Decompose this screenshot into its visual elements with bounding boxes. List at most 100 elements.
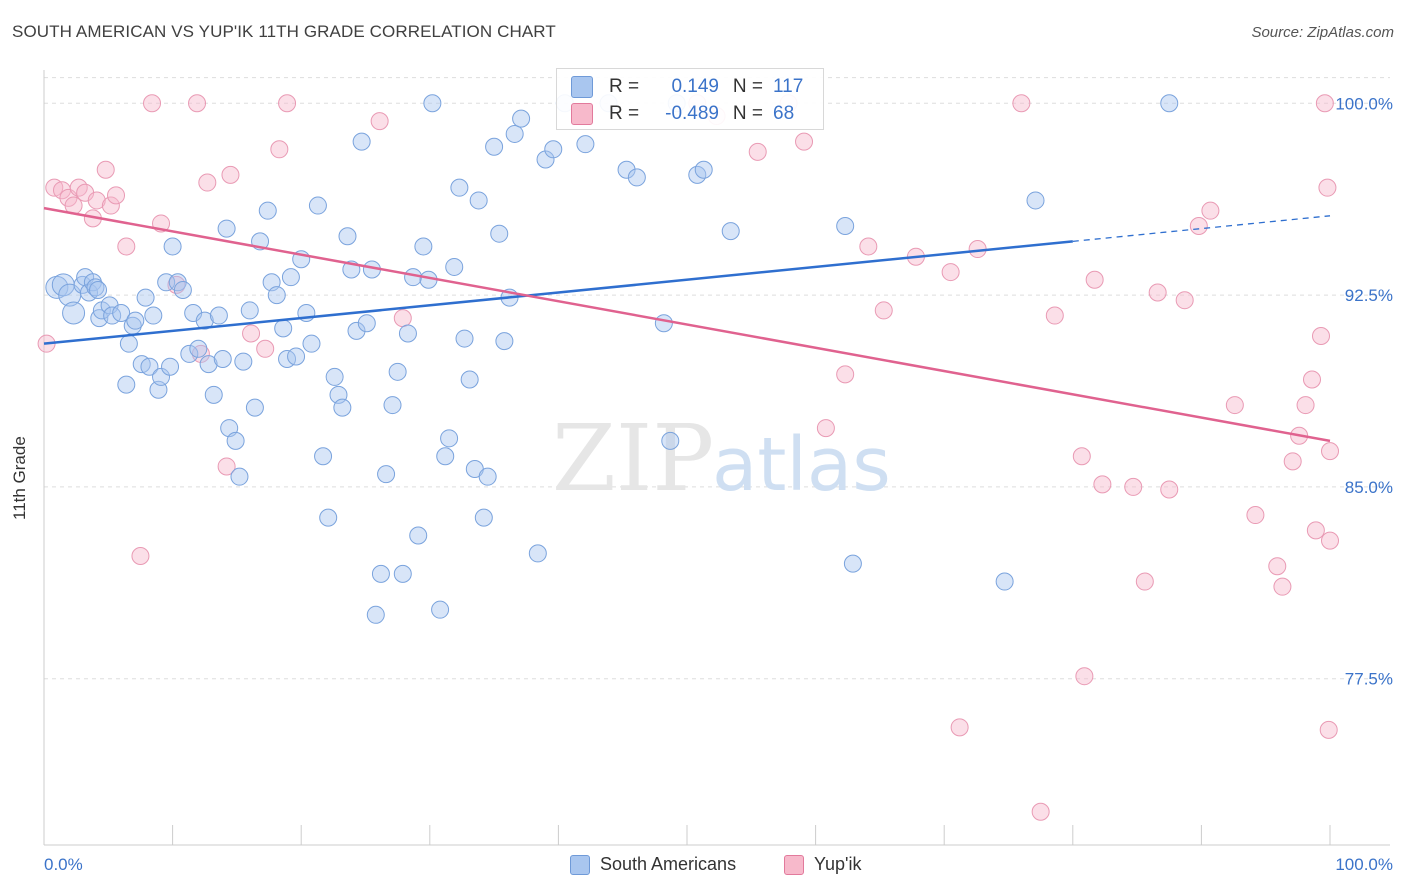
- south-americans-point: [576, 135, 595, 154]
- south-americans-point: [281, 268, 300, 287]
- yupik-point: [1189, 217, 1208, 236]
- south-americans-point: [302, 334, 321, 353]
- yupik-point: [1148, 283, 1167, 302]
- trend-lines: [43, 206, 1331, 443]
- yupik-point: [1311, 327, 1330, 346]
- south-americans-point: [490, 224, 509, 243]
- yupik-point: [1273, 577, 1292, 596]
- south-americans-point: [460, 370, 479, 389]
- south-americans-point: [234, 352, 253, 371]
- south-americans-point: [338, 227, 357, 246]
- yupik-trendline: [43, 206, 1331, 443]
- south-americans-point: [117, 375, 136, 394]
- south-americans-point: [240, 301, 259, 320]
- yupik-point: [117, 237, 136, 256]
- yupik-point: [950, 718, 969, 737]
- yupik-point: [278, 94, 297, 113]
- yupik-point: [1160, 480, 1179, 499]
- south-americans-point: [366, 605, 385, 624]
- south-americans-point: [398, 324, 417, 343]
- south-americans-point: [512, 109, 531, 128]
- yupik-point: [795, 132, 814, 151]
- south-americans-point: [287, 347, 306, 366]
- south-americans-point: [450, 178, 469, 197]
- south-americans-point: [357, 314, 376, 333]
- south-americans-point: [258, 201, 277, 220]
- south-americans-point: [325, 367, 344, 386]
- yupik-point: [1093, 475, 1112, 494]
- y-tick-label: 85.0%: [1345, 478, 1393, 497]
- south-americans-point: [213, 350, 232, 369]
- axis-layer: [43, 70, 1390, 846]
- yupik-point: [87, 191, 106, 210]
- series-south-americans-points: [45, 94, 1179, 624]
- yupik-point: [143, 94, 162, 113]
- south-americans-point: [383, 396, 402, 415]
- legend-row-yupik: R = -0.489 N = 68: [571, 102, 813, 126]
- chart-title: SOUTH AMERICAN VS YUP'IK 11TH GRADE CORR…: [12, 22, 556, 41]
- south-americans-point: [661, 431, 680, 450]
- south-americans-point: [474, 508, 493, 527]
- south-americans-point: [995, 572, 1014, 591]
- yupik-point: [1135, 572, 1154, 591]
- yupik-point: [836, 365, 855, 384]
- yupik-point: [748, 142, 767, 161]
- south-americans-point: [721, 222, 740, 241]
- yupik-point: [242, 324, 261, 343]
- legend-swatch-blue: [570, 854, 590, 875]
- x-tick-label-max: 100.0%: [1335, 855, 1393, 874]
- south-americans-point: [112, 303, 131, 322]
- south-americans-point: [86, 278, 105, 297]
- south-americans-trendline: [43, 240, 1073, 345]
- south-americans-point: [217, 219, 236, 238]
- yupik-point: [1321, 531, 1339, 550]
- yupik-point: [816, 419, 835, 438]
- legend-item-south-americans[interactable]: South Americans: [570, 854, 736, 875]
- south-americans-point: [199, 355, 218, 374]
- south-americans-point: [204, 385, 223, 404]
- south-americans-point: [119, 334, 138, 353]
- legend-item-yupik[interactable]: Yup'ik: [784, 854, 861, 875]
- south-americans-point: [836, 217, 855, 236]
- south-americans-point: [195, 311, 214, 330]
- legend-r-value: 0.149: [671, 76, 719, 97]
- yupik-point: [1302, 370, 1321, 389]
- legend-label: South Americans: [600, 854, 737, 874]
- yupik-point: [941, 263, 960, 282]
- south-americans-point: [455, 329, 474, 348]
- south-americans-point: [469, 191, 488, 210]
- legend-n-value: 117: [773, 76, 804, 97]
- south-americans-point: [388, 362, 407, 381]
- south-americans-point: [1160, 94, 1179, 113]
- grid-layer: [44, 77, 1390, 680]
- yupik-point: [1072, 447, 1091, 466]
- south-americans-point: [485, 137, 504, 156]
- yupik-point: [1045, 306, 1064, 325]
- yupik-point: [1175, 291, 1194, 310]
- south-americans-point: [308, 196, 327, 215]
- y-tick-label: 100.0%: [1335, 94, 1393, 113]
- south-americans-point: [245, 398, 264, 417]
- axis-labels: 77.5% 85.0% 92.5% 100.0% 0.0% 100.0%: [44, 94, 1393, 874]
- south-americans-point: [528, 544, 547, 563]
- yupik-point: [188, 94, 207, 113]
- south-americans-point: [226, 431, 245, 450]
- yupik-point: [1225, 396, 1244, 415]
- watermark-zip: ZIP: [552, 405, 714, 512]
- y-axis-title: 11th Grade: [10, 436, 29, 520]
- yupik-point: [1246, 506, 1265, 525]
- legend-r-label: R =: [609, 103, 640, 124]
- source-label: Source: ZipAtlas.com: [1251, 24, 1394, 41]
- south-americans-point: [89, 280, 108, 299]
- south-americans-point: [126, 311, 145, 330]
- south-americans-point: [536, 150, 555, 169]
- south-americans-point: [136, 288, 155, 307]
- south-americans-point: [505, 124, 524, 143]
- yupik-point: [1124, 477, 1143, 496]
- yupik-point: [131, 546, 150, 565]
- yupik-point: [1315, 94, 1334, 113]
- x-tick-label-min: 0.0%: [44, 855, 83, 874]
- correlation-legend: R = 0.149 N = 117 R = -0.489 N = 68: [556, 68, 824, 130]
- south-americans-point: [1026, 191, 1045, 210]
- south-americans-point: [445, 257, 464, 276]
